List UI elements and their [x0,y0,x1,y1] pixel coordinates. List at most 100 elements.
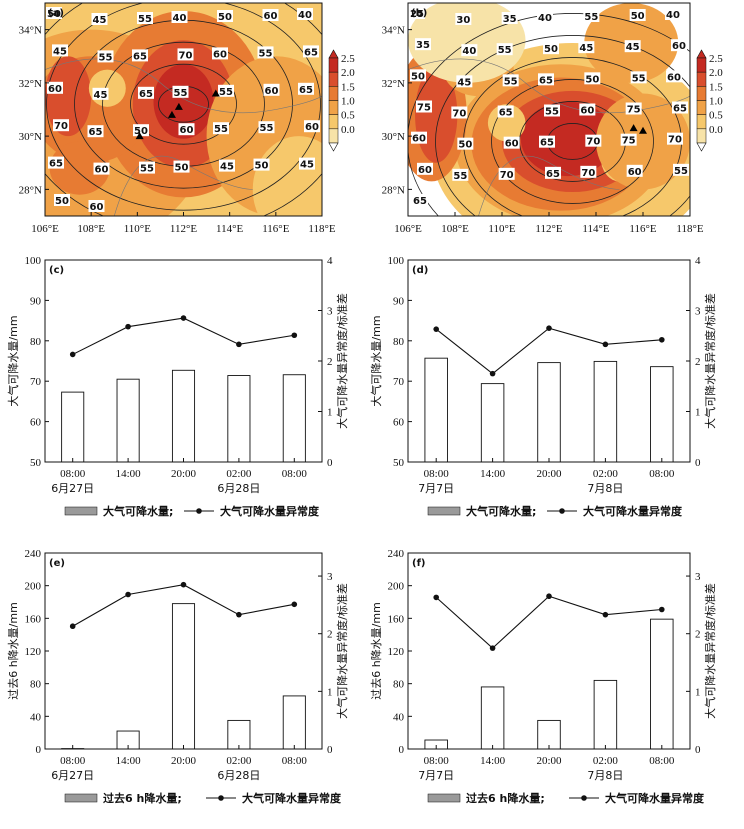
svg-text:50: 50 [458,140,472,151]
lon-tick-label: 116°E [629,223,656,235]
contour-label: 75 [620,133,637,147]
x-tick-label: 20:00 [536,755,562,767]
lat-tick-label: 28°N [382,184,405,196]
panel-label: (c) [49,265,64,276]
x-tick-label: 08:00 [424,468,450,480]
station-marker [629,124,638,132]
station-marker [639,126,647,134]
lon-tick-label: 112°E [535,223,562,235]
svg-text:60: 60 [95,165,109,176]
svg-text:45: 45 [457,77,471,88]
contour-label: 50 [173,160,190,174]
left-tick-label: 50 [30,457,42,469]
svg-text:45: 45 [94,90,108,101]
contour-label: 50 [410,69,426,82]
contour-label: 40 [297,8,313,21]
svg-text:50: 50 [134,126,148,137]
svg-text:50: 50 [544,44,558,55]
svg-text:50: 50 [255,161,269,172]
date-label: 6月27日 [51,769,94,782]
svg-text:45: 45 [220,162,234,173]
svg-text:70: 70 [581,168,595,179]
svg-text:55: 55 [498,45,512,56]
svg-text:60: 60 [90,202,104,213]
contour-label: 65 [87,125,104,138]
svg-text:60: 60 [213,49,227,60]
contour-label: 55 [496,43,513,56]
svg-text:50: 50 [585,74,599,85]
contour-line [46,3,321,211]
contour-label: 60 [626,164,643,178]
lon-tick-label: 112°E [170,223,197,235]
left-tick-label: 70 [393,376,405,388]
lat-tick-label: 34°N [382,25,405,37]
svg-text:70: 70 [179,50,193,61]
shading-patch [596,93,690,190]
svg-text:65: 65 [89,127,103,138]
svg-text:60: 60 [672,41,686,52]
left-tick-label: 240 [388,548,405,560]
contour-label: 55 [257,46,274,59]
shading-patch [520,101,615,177]
lon-tick-label: 106°E [31,223,59,235]
bar [227,375,251,463]
svg-text:70: 70 [452,109,466,120]
chart-panel-d: (d) 100 90 80 70 60 50 4 3 2 1 0 08:00 14:00 20:00 02:0… [369,255,717,518]
lat-tick-label: 34°N [19,25,42,37]
left-tick-label: 40 [30,711,42,723]
contour-label: 55 [258,121,275,134]
right-tick-label: 3 [327,571,333,583]
contour-label: 65 [412,194,428,207]
left-tick-label: 80 [393,336,405,348]
bar [282,374,306,463]
bar [650,366,674,463]
contour-label: 45 [92,87,109,101]
left-tick-label: 50 [393,457,405,469]
date-label: 7月7日 [418,482,454,495]
right-tick-label: 2 [327,629,333,641]
svg-text:60: 60 [505,139,519,150]
legend-label-line: 大气可降水量异常度 [583,504,683,518]
svg-text:55: 55 [545,107,559,118]
svg-text:55: 55 [504,76,518,87]
contour-label: 55 [218,84,234,98]
colorbar-segment [328,57,339,73]
contour-label: 55 [172,85,189,99]
svg-text:25: 25 [410,9,424,20]
left-tick-label: 0 [399,744,405,756]
lon-tick-label: 110°E [488,223,515,235]
right-tick-label: 2 [695,629,701,641]
anomaly-point [659,606,665,613]
left-tick-label: 80 [393,679,405,691]
svg-text:30: 30 [456,15,470,26]
contour-label: 65 [672,101,688,115]
anomaly-point [433,326,440,332]
colorbar-segment [328,128,339,144]
lon-tick-label: 106°E [394,223,422,235]
bar [593,360,618,463]
x-tick-label: 08:00 [424,755,450,767]
contour-label: 65 [303,45,319,58]
legend-label-bar: 过去6 h降水量; [466,791,545,805]
colorbar: 2.5 2.0 1.5 1.0 0.5 0.0 [696,49,723,152]
shading-patch [49,141,110,195]
y-axis-label-left: 过去6 h降水量/mm [369,602,383,700]
left-tick-label: 200 [25,581,42,593]
chart-panel-c: (c) 100 90 80 70 60 50 4 3 2 1 0 08:00 14:00 20:00 02:0… [6,255,349,518]
contour-label: 55 [583,10,600,23]
svg-text:60: 60 [412,134,426,145]
x-tick-label: 02:00 [593,468,619,480]
legend-label-bar: 大气可降水量; [103,504,173,518]
contour-label: 60 [178,123,195,136]
contour-label: 60 [262,9,279,22]
colorbar-tick-label: 2.0 [341,67,355,79]
svg-text:40: 40 [462,46,476,57]
x-tick-label: 14:00 [480,468,506,480]
contour-label: 45 [578,41,595,54]
svg-text:45: 45 [53,46,67,57]
date-label: 6月27日 [51,482,94,495]
right-tick-label: 4 [695,255,701,267]
svg-text:55: 55 [674,166,688,177]
contour-label: 70 [451,106,468,120]
lon-tick-label: 114°E [582,223,609,235]
